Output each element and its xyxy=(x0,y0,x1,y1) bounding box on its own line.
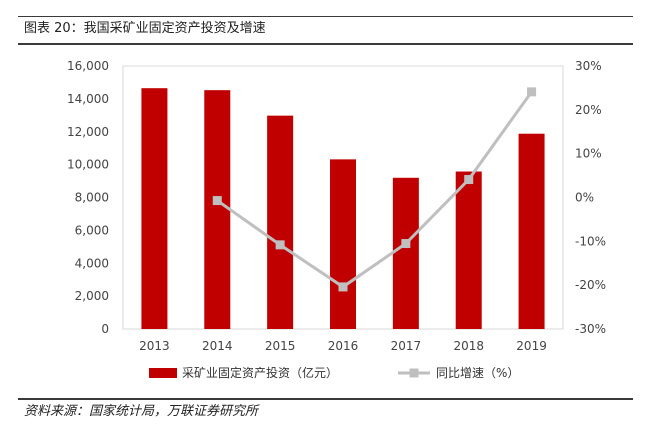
growth-point-2014 xyxy=(212,196,222,206)
y-left-tick-label: 10,000 xyxy=(67,158,109,172)
bar-2018 xyxy=(455,171,482,329)
x-tick-label: 2016 xyxy=(328,339,359,353)
y-left-tick-label: 12,000 xyxy=(67,125,109,139)
x-tick-label: 2017 xyxy=(391,339,422,353)
y-right-tick-label: 0% xyxy=(575,191,594,205)
x-tick-label: 2014 xyxy=(202,339,233,353)
y-right-tick-label: -20% xyxy=(575,278,606,292)
growth-point-2015 xyxy=(275,240,285,250)
y-right-tick-label: 20% xyxy=(575,103,602,117)
x-tick-label: 2013 xyxy=(139,339,170,353)
y-right-tick-label: -10% xyxy=(575,234,606,248)
bar-2013 xyxy=(141,88,168,329)
y-left-tick-label: 0 xyxy=(101,322,109,336)
x-tick-label: 2018 xyxy=(453,339,484,353)
legend-bar-label: 采矿业固定资产投资（亿元） xyxy=(182,365,338,380)
y-left-tick-label: 6,000 xyxy=(75,223,109,237)
bar-2017 xyxy=(392,177,419,329)
title-rule xyxy=(18,43,633,45)
y-right-tick-label: 30% xyxy=(575,59,602,73)
growth-line xyxy=(216,90,533,289)
bar-2019 xyxy=(518,133,545,329)
source-note: 资料来源：国家统计局，万联证券研究所 xyxy=(24,404,259,419)
x-tick-label: 2015 xyxy=(265,339,296,353)
y-right-tick-label: -30% xyxy=(575,322,606,336)
y-left-tick-label: 14,000 xyxy=(67,92,109,106)
growth-point-2019 xyxy=(527,87,537,97)
bar-2016 xyxy=(330,159,356,329)
bar-2015 xyxy=(267,115,294,329)
growth-point-2016 xyxy=(338,282,348,292)
growth-point-2018 xyxy=(464,175,474,185)
top-rule xyxy=(18,16,633,17)
bottom-rule xyxy=(18,398,633,400)
legend-line-marker xyxy=(409,368,419,378)
y-left-tick-label: 4,000 xyxy=(75,256,109,270)
legend-bar-swatch xyxy=(149,368,177,378)
figure-title: 图表 20：我国采矿业固定资产投资及增速 xyxy=(24,21,266,36)
x-tick-label: 2019 xyxy=(516,339,547,353)
y-right-tick-label: 10% xyxy=(575,147,602,161)
bar-2014 xyxy=(204,90,231,330)
y-left-tick-label: 2,000 xyxy=(75,289,109,303)
y-left-tick-label: 8,000 xyxy=(75,191,109,205)
legend-line-label: 同比增速（%） xyxy=(436,366,519,380)
growth-point-2017 xyxy=(401,239,411,249)
y-left-tick-label: 16,000 xyxy=(67,59,109,73)
